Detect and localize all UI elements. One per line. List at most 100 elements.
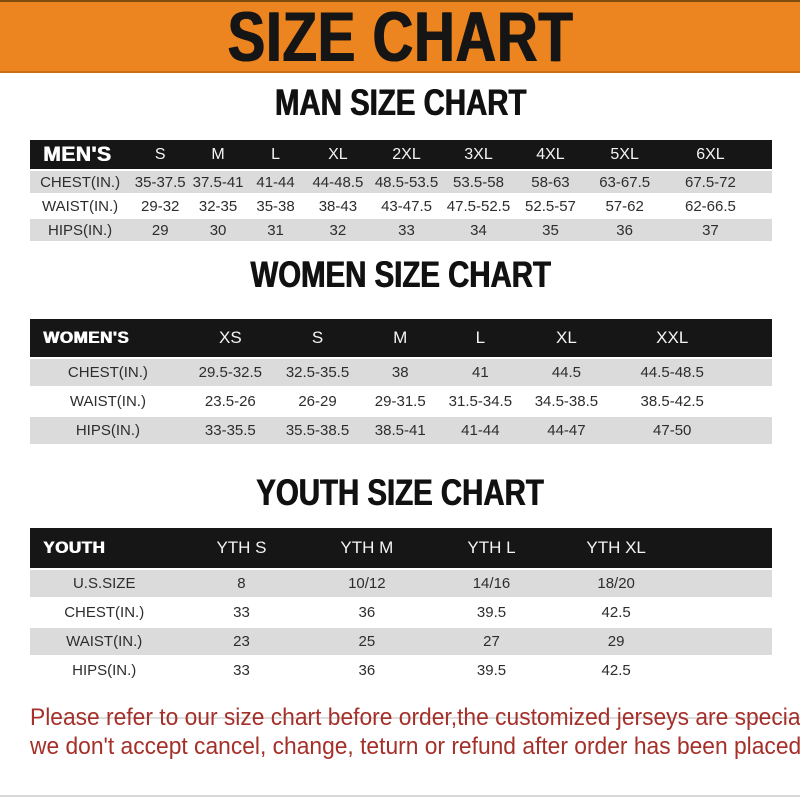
note-line-2: we don't accept cancel, change, teturn o…: [30, 733, 800, 760]
row-label: HIPS(IN.): [30, 415, 186, 444]
women-col-header: L: [440, 319, 521, 357]
women-col-header: S: [274, 319, 361, 357]
men-waist-row: WAIST(IN.) 29-32 32-35 35-38 38-43 43-47…: [30, 193, 772, 217]
table-cell: 31: [245, 217, 306, 241]
table-cell: 37.5-41: [190, 169, 246, 193]
table-cell: 33-35.5: [185, 415, 275, 444]
table-cell: 62-66.5: [662, 193, 772, 217]
table-cell: 33: [178, 597, 305, 626]
women-col-header: XL: [520, 319, 613, 357]
table-cell: 44.5: [520, 357, 613, 386]
order-note: Please refer to our size chart before or…: [30, 703, 800, 761]
table-cell: 35-37.5: [130, 169, 191, 193]
table-cell: 42.5: [553, 597, 679, 626]
table-cell: 34: [442, 217, 515, 241]
youth-header-row: YOUTH YTH S YTH M YTH L YTH XL: [30, 528, 772, 568]
table-cell: 23: [178, 626, 305, 655]
women-col-header: M: [360, 319, 441, 357]
table-cell: 38: [360, 357, 441, 386]
table-cell: 37: [662, 217, 772, 241]
row-label: U.S.SIZE: [30, 568, 179, 597]
table-cell: 38.5-41: [360, 415, 441, 444]
table-cell: 35: [514, 217, 587, 241]
row-label: WAIST(IN.): [30, 193, 131, 217]
row-label: CHEST(IN.): [30, 357, 186, 386]
row-label: HIPS(IN.): [30, 655, 179, 684]
table-cell: 25: [304, 626, 430, 655]
women-col-header: XXL: [612, 319, 772, 357]
table-cell: 39.5: [429, 597, 554, 626]
women-col-header: XS: [185, 319, 275, 357]
table-cell: 30: [190, 217, 246, 241]
youth-size-table: YOUTH YTH S YTH M YTH L YTH XL U.S.SIZE …: [30, 528, 772, 684]
table-cell: 36: [586, 217, 663, 241]
table-cell: 27: [429, 626, 554, 655]
row-label: WAIST(IN.): [30, 626, 179, 655]
man-section-title: MAN SIZE CHART: [0, 83, 800, 123]
table-cell: 14/16: [429, 568, 554, 597]
table-cell: 18/20: [553, 568, 679, 597]
table-cell: 38.5-42.5: [612, 386, 772, 415]
women-size-table: WOMEN'S XS S M L XL XXL CHEST(IN.) 29.5-…: [30, 319, 772, 444]
table-cell: 32-35: [190, 193, 246, 217]
men-size-table: MEN'S S M L XL 2XL 3XL 4XL 5XL 6XL CHEST…: [30, 140, 772, 241]
table-cell: 57-62: [586, 193, 663, 217]
men-col-header: M: [190, 140, 246, 169]
women-section-title-text: WOMEN SIZE CHART: [249, 255, 551, 296]
men-col-header: S: [130, 140, 191, 169]
table-cell: 47.5-52.5: [442, 193, 515, 217]
youth-waist-row: WAIST(IN.) 23 25 27 29: [30, 626, 772, 655]
men-col-header: 3XL: [442, 140, 515, 169]
table-cell: 29-32: [130, 193, 191, 217]
youth-corner-label: YOUTH: [30, 528, 179, 568]
table-cell: 44-47: [520, 415, 613, 444]
table-cell: 42.5: [553, 655, 679, 684]
spacer-cell: [678, 568, 772, 597]
table-cell: 44.5-48.5: [612, 357, 772, 386]
table-cell: 33: [178, 655, 305, 684]
women-waist-row: WAIST(IN.) 23.5-26 26-29 29-31.5 31.5-34…: [30, 386, 772, 415]
table-cell: 47-50: [612, 415, 772, 444]
divider-line: [0, 795, 800, 797]
table-cell: 33: [370, 217, 443, 241]
divider-line: [55, 717, 800, 719]
youth-col-header: YTH M: [304, 528, 430, 568]
table-cell: 31.5-34.5: [440, 386, 521, 415]
youth-chest-row: CHEST(IN.) 33 36 39.5 42.5: [30, 597, 772, 626]
table-cell: 36: [304, 597, 430, 626]
row-label: HIPS(IN.): [30, 217, 131, 241]
men-col-header: 5XL: [586, 140, 663, 169]
table-cell: 43-47.5: [370, 193, 443, 217]
youth-section-title-text: YOUTH SIZE CHART: [256, 473, 544, 514]
table-cell: 29: [130, 217, 191, 241]
table-cell: 38-43: [305, 193, 371, 217]
table-cell: 29.5-32.5: [185, 357, 275, 386]
table-cell: 52.5-57: [514, 193, 587, 217]
spacer-cell: [678, 528, 772, 568]
row-label: CHEST(IN.): [30, 169, 131, 193]
women-section-title: WOMEN SIZE CHART: [0, 255, 800, 295]
table-cell: 32.5-35.5: [274, 357, 361, 386]
table-cell: 44-48.5: [305, 169, 371, 193]
table-cell: 39.5: [429, 655, 554, 684]
men-col-header: 6XL: [662, 140, 772, 169]
table-cell: 34.5-38.5: [520, 386, 613, 415]
row-label: WAIST(IN.): [30, 386, 186, 415]
table-cell: 36: [304, 655, 430, 684]
men-header-row: MEN'S S M L XL 2XL 3XL 4XL 5XL 6XL: [30, 140, 772, 169]
women-header-row: WOMEN'S XS S M L XL XXL: [30, 319, 772, 357]
table-cell: 8: [178, 568, 305, 597]
men-col-header: 2XL: [370, 140, 443, 169]
youth-ussize-row: U.S.SIZE 8 10/12 14/16 18/20: [30, 568, 772, 597]
table-cell: 26-29: [274, 386, 361, 415]
women-corner-label: WOMEN'S: [30, 319, 186, 357]
spacer-cell: [678, 626, 772, 655]
table-cell: 58-63: [514, 169, 587, 193]
women-hips-row: HIPS(IN.) 33-35.5 35.5-38.5 38.5-41 41-4…: [30, 415, 772, 444]
table-cell: 48.5-53.5: [370, 169, 443, 193]
table-cell: 41: [440, 357, 521, 386]
row-label: CHEST(IN.): [30, 597, 179, 626]
men-hips-row: HIPS(IN.) 29 30 31 32 33 34 35 36 37: [30, 217, 772, 241]
youth-section-title: YOUTH SIZE CHART: [0, 473, 800, 513]
women-chest-row: CHEST(IN.) 29.5-32.5 32.5-35.5 38 41 44.…: [30, 357, 772, 386]
